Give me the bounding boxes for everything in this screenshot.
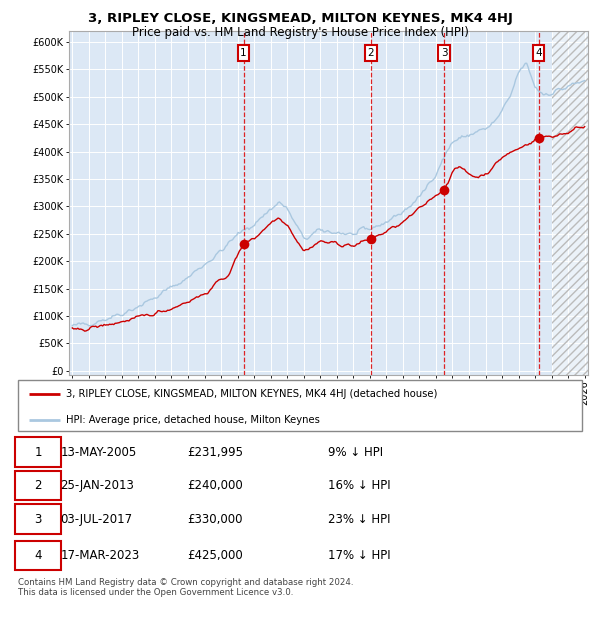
Text: 3, RIPLEY CLOSE, KINGSMEAD, MILTON KEYNES, MK4 4HJ (detached house): 3, RIPLEY CLOSE, KINGSMEAD, MILTON KEYNE… xyxy=(66,389,437,399)
Text: 3: 3 xyxy=(441,48,448,58)
Text: 1: 1 xyxy=(35,446,42,459)
Text: 3, RIPLEY CLOSE, KINGSMEAD, MILTON KEYNES, MK4 4HJ: 3, RIPLEY CLOSE, KINGSMEAD, MILTON KEYNE… xyxy=(88,12,512,25)
FancyBboxPatch shape xyxy=(18,380,582,431)
Text: 25-JAN-2013: 25-JAN-2013 xyxy=(60,479,134,492)
Text: 4: 4 xyxy=(535,48,542,58)
Bar xyxy=(551,31,593,382)
FancyBboxPatch shape xyxy=(15,471,61,500)
Text: Price paid vs. HM Land Registry's House Price Index (HPI): Price paid vs. HM Land Registry's House … xyxy=(131,26,469,39)
Text: Contains HM Land Registry data © Crown copyright and database right 2024.
This d: Contains HM Land Registry data © Crown c… xyxy=(18,578,353,597)
Text: 2: 2 xyxy=(368,48,374,58)
Text: 4: 4 xyxy=(35,549,42,562)
Text: £330,000: £330,000 xyxy=(187,513,242,526)
Text: 1: 1 xyxy=(240,48,247,58)
Text: 13-MAY-2005: 13-MAY-2005 xyxy=(60,446,137,459)
Text: £231,995: £231,995 xyxy=(187,446,243,459)
Text: 23% ↓ HPI: 23% ↓ HPI xyxy=(328,513,391,526)
Text: 03-JUL-2017: 03-JUL-2017 xyxy=(60,513,133,526)
Text: £240,000: £240,000 xyxy=(187,479,243,492)
Text: 17% ↓ HPI: 17% ↓ HPI xyxy=(328,549,391,562)
FancyBboxPatch shape xyxy=(15,505,61,534)
FancyBboxPatch shape xyxy=(15,541,61,570)
Text: HPI: Average price, detached house, Milton Keynes: HPI: Average price, detached house, Milt… xyxy=(66,415,320,425)
Text: 9% ↓ HPI: 9% ↓ HPI xyxy=(328,446,383,459)
FancyBboxPatch shape xyxy=(15,438,61,467)
Text: 16% ↓ HPI: 16% ↓ HPI xyxy=(328,479,391,492)
Text: 2: 2 xyxy=(35,479,42,492)
Text: 17-MAR-2023: 17-MAR-2023 xyxy=(60,549,140,562)
Text: 3: 3 xyxy=(35,513,42,526)
Bar xyxy=(551,31,593,375)
Text: £425,000: £425,000 xyxy=(187,549,243,562)
